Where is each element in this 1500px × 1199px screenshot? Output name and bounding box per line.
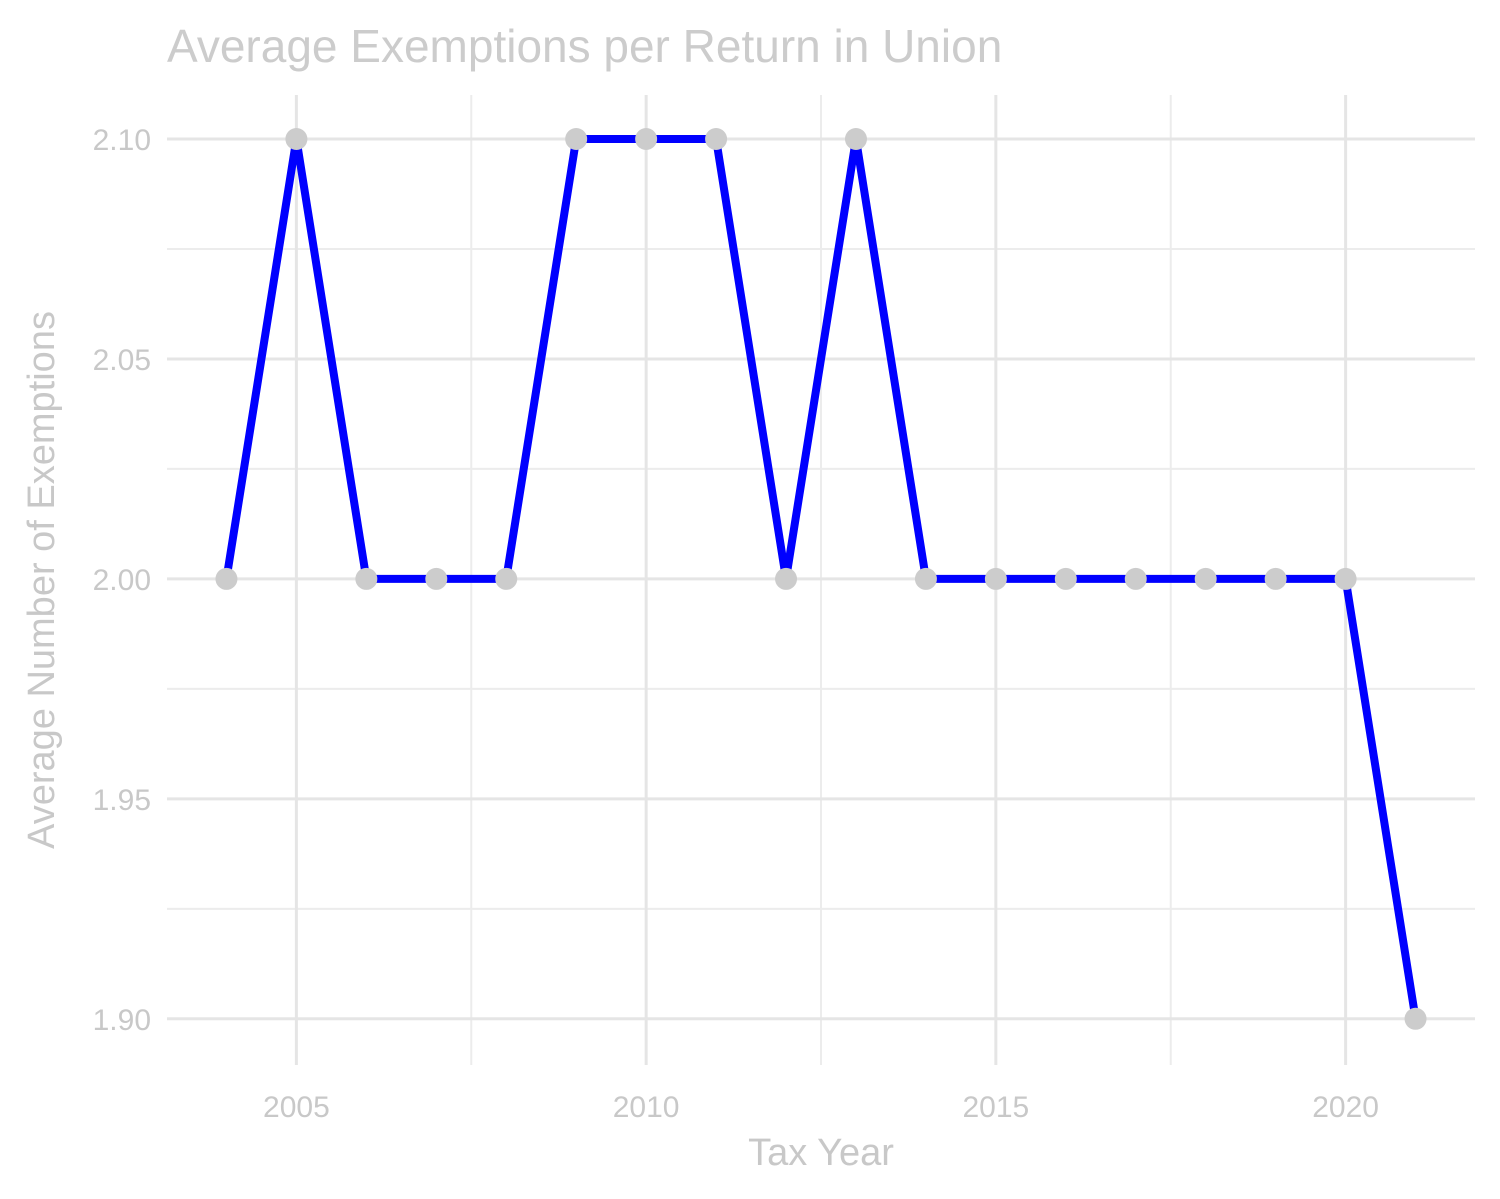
data-point bbox=[565, 127, 588, 150]
y-tick-labels: 1.90 1.95 2.00 2.05 2.10 bbox=[93, 124, 151, 1037]
y-tick-label: 2.10 bbox=[93, 124, 151, 157]
data-point bbox=[775, 567, 798, 590]
data-point bbox=[914, 567, 937, 590]
y-tick-label: 1.90 bbox=[93, 1004, 151, 1037]
x-axis-title: Tax Year bbox=[748, 1132, 894, 1174]
data-point bbox=[495, 567, 518, 590]
data-point bbox=[1054, 567, 1077, 590]
data-point bbox=[1264, 567, 1287, 590]
data-point bbox=[705, 127, 728, 150]
data-point bbox=[1124, 567, 1147, 590]
data-point bbox=[1194, 567, 1217, 590]
x-tick-label: 2015 bbox=[962, 1091, 1029, 1124]
chart-title: Average Exemptions per Return in Union bbox=[167, 20, 1002, 72]
data-point bbox=[844, 127, 867, 150]
series-line bbox=[222, 134, 1420, 1020]
data-point bbox=[425, 567, 448, 590]
x-tick-labels: 2005 2010 2015 2020 bbox=[263, 1091, 1379, 1124]
data-point bbox=[1404, 1007, 1427, 1030]
data-point bbox=[355, 567, 378, 590]
data-point bbox=[984, 567, 1007, 590]
x-tick-label: 2020 bbox=[1312, 1091, 1379, 1124]
series-layer bbox=[222, 134, 1420, 1020]
x-tick-label: 2005 bbox=[263, 1091, 330, 1124]
y-tick-label: 2.00 bbox=[93, 564, 151, 597]
y-axis-title: Average Number of Exemptions bbox=[21, 311, 63, 849]
points-layer bbox=[215, 127, 1427, 1030]
y-tick-label: 1.95 bbox=[93, 784, 151, 817]
data-point bbox=[1334, 567, 1357, 590]
data-point bbox=[285, 127, 308, 150]
data-point bbox=[635, 127, 658, 150]
x-tick-label: 2010 bbox=[613, 1091, 680, 1124]
y-tick-label: 2.05 bbox=[93, 344, 151, 377]
data-point bbox=[215, 567, 238, 590]
